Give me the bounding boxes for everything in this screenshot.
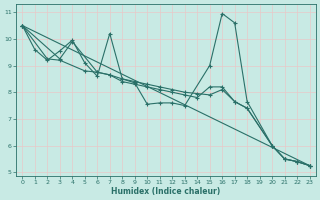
X-axis label: Humidex (Indice chaleur): Humidex (Indice chaleur) — [111, 187, 220, 196]
